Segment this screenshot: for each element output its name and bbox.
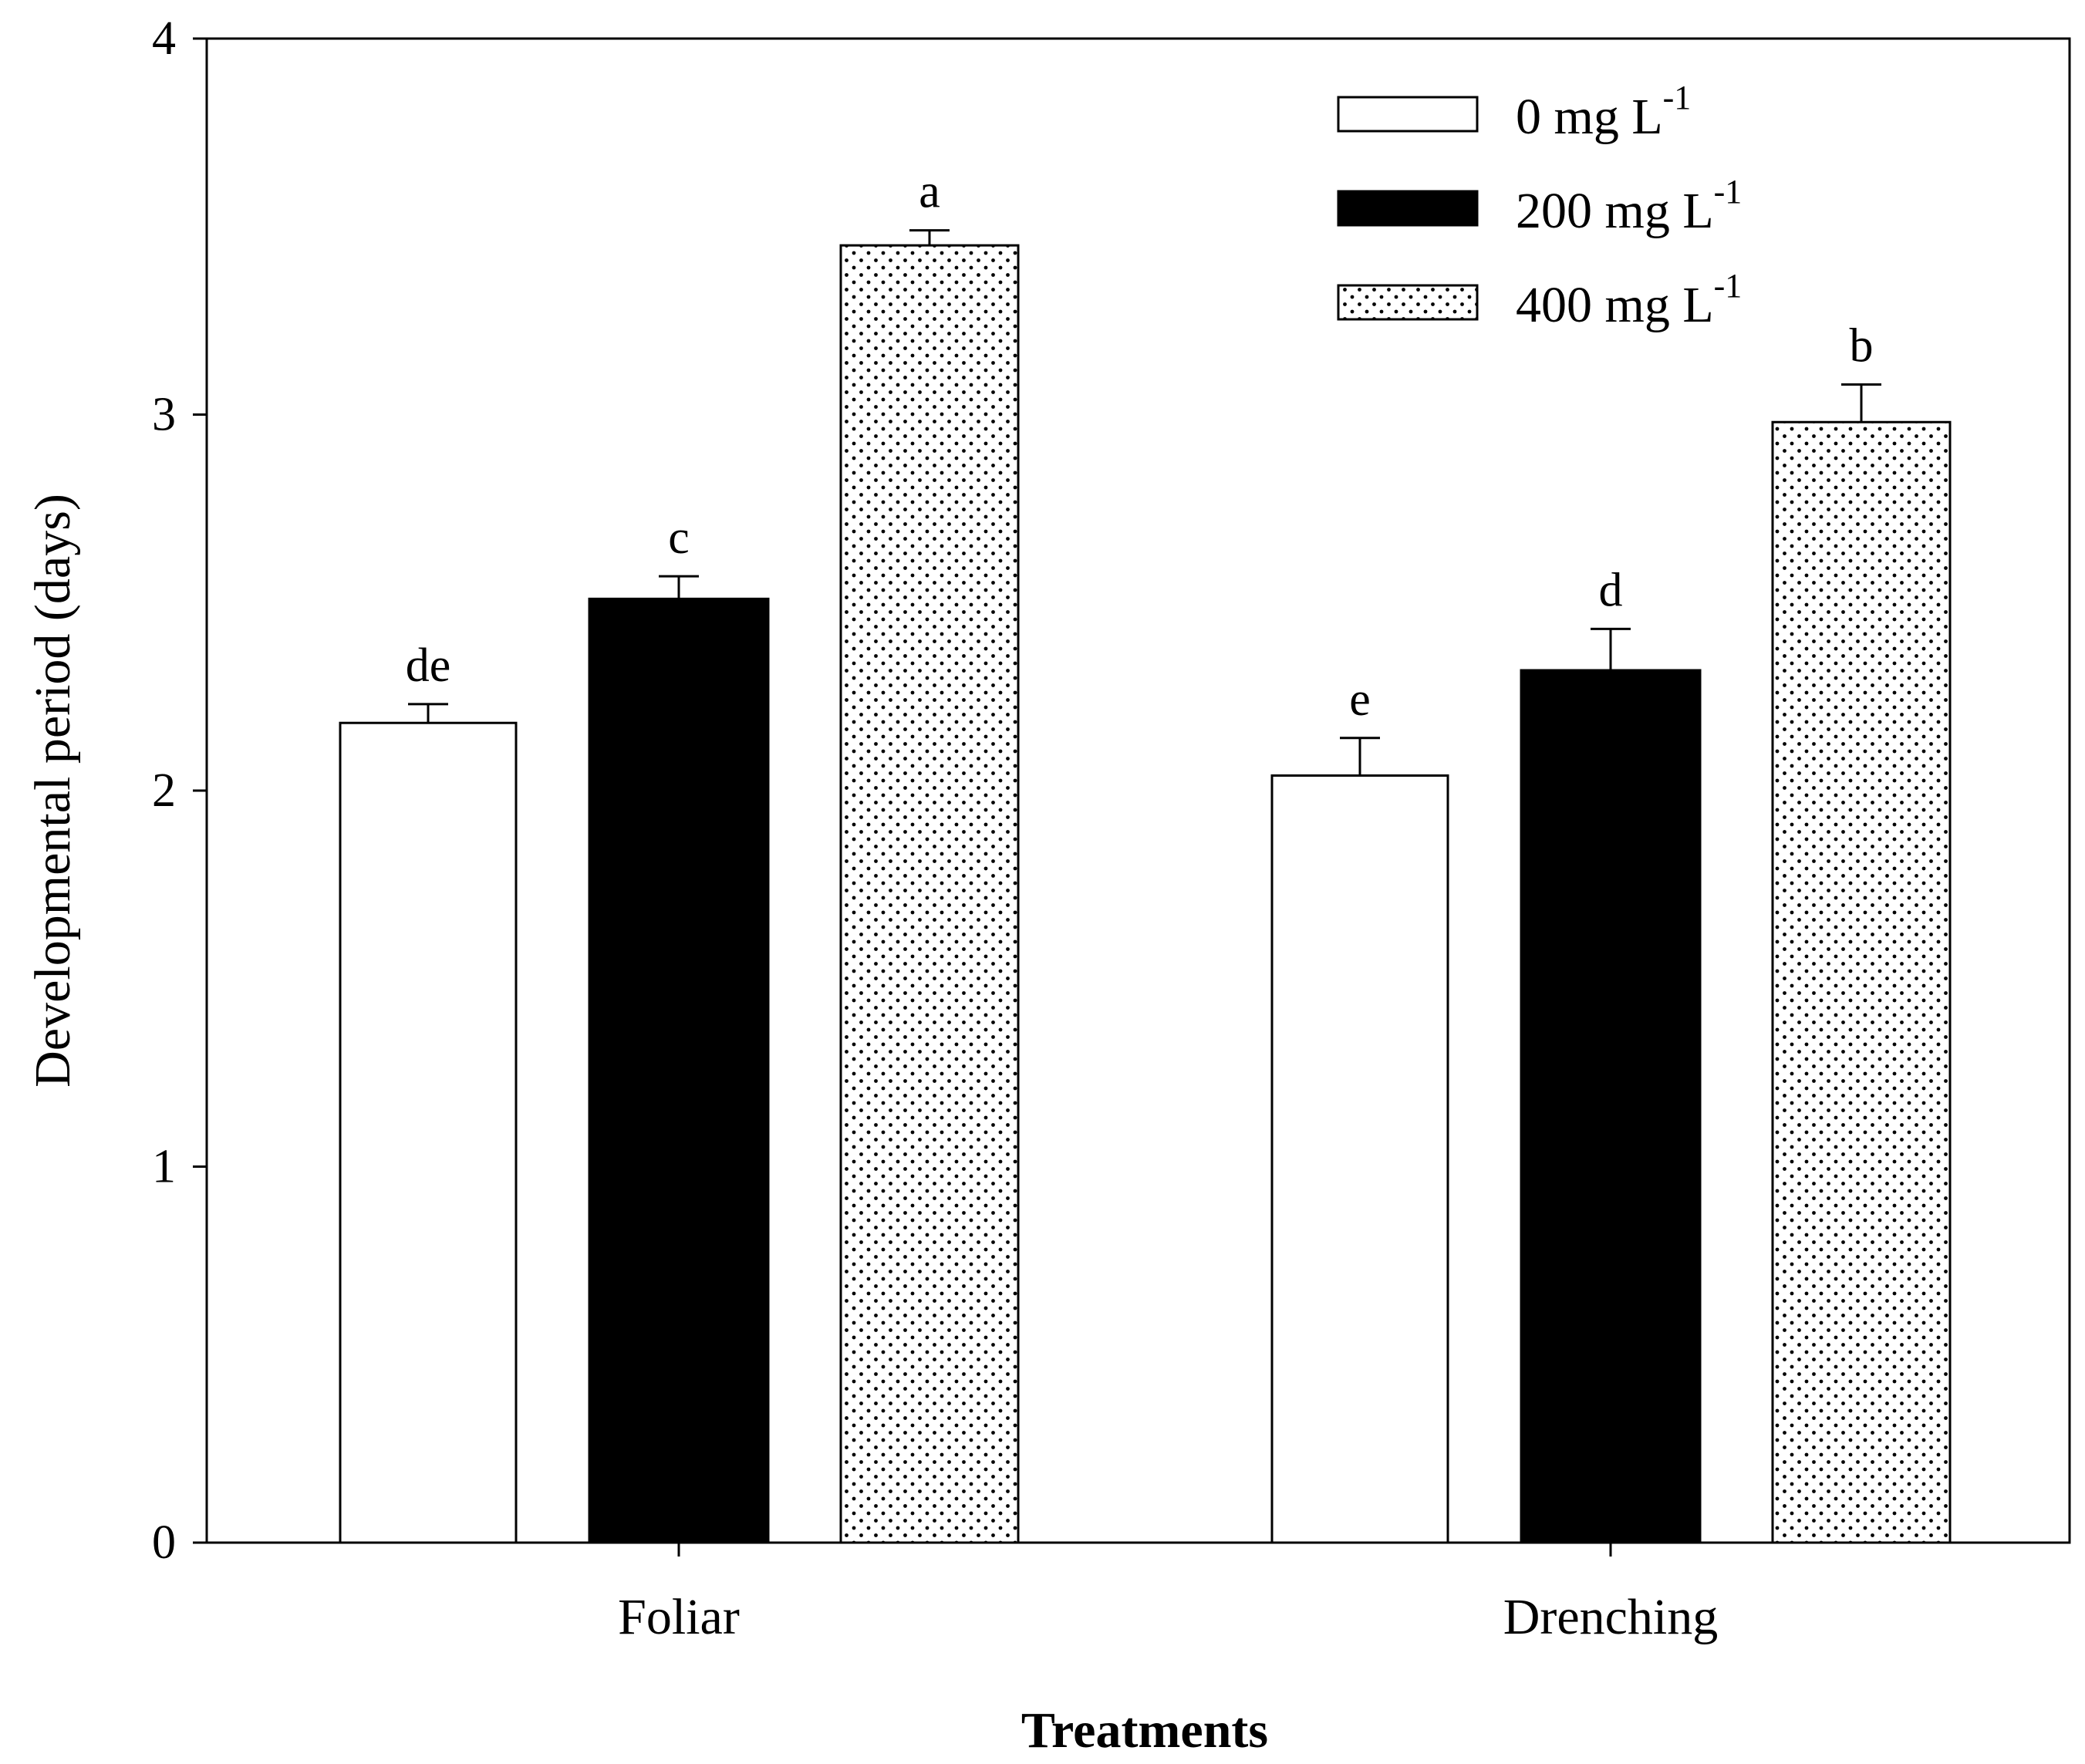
legend-label-1: 200 mg L-1 (1516, 173, 1742, 239)
bar-drenching-series-2 (1771, 420, 1952, 1544)
bar-foliar-series-1 (588, 597, 770, 1544)
bar-drenching-series-1 (1520, 669, 1702, 1544)
x-axis-title: Treatments (1021, 1702, 1268, 1759)
y-axis-title: Developmental period (days) (25, 494, 81, 1088)
x-tick-label-drenching: Drenching (1503, 1589, 1719, 1645)
significance-label-drenching-series-0: e (1349, 673, 1371, 726)
y-tick-label-3: 3 (152, 389, 176, 441)
significance-label-drenching-series-2: b (1850, 320, 1874, 373)
legend-label-0: 0 mg L-1 (1516, 79, 1691, 145)
significance-label-drenching-series-1: d (1599, 564, 1623, 616)
y-tick-label-1: 1 (152, 1141, 176, 1193)
x-tick-label-foliar: Foliar (618, 1589, 740, 1645)
legend-swatch-2 (1337, 284, 1479, 321)
legend-label-2: 400 mg L-1 (1516, 267, 1742, 333)
y-tick-label-4: 4 (152, 12, 176, 65)
significance-label-foliar-series-0: de (406, 639, 451, 692)
y-tick-label-2: 2 (152, 764, 176, 817)
y-tick-label-0: 0 (152, 1516, 176, 1569)
bar-foliar-series-0 (339, 721, 518, 1544)
bar-drenching-series-0 (1270, 774, 1449, 1544)
significance-label-foliar-series-2: a (919, 166, 940, 218)
legend-swatch-1 (1337, 190, 1479, 227)
significance-label-foliar-series-1: c (668, 511, 690, 564)
bar-foliar-series-2 (839, 244, 1020, 1544)
legend-swatch-0 (1337, 96, 1479, 133)
